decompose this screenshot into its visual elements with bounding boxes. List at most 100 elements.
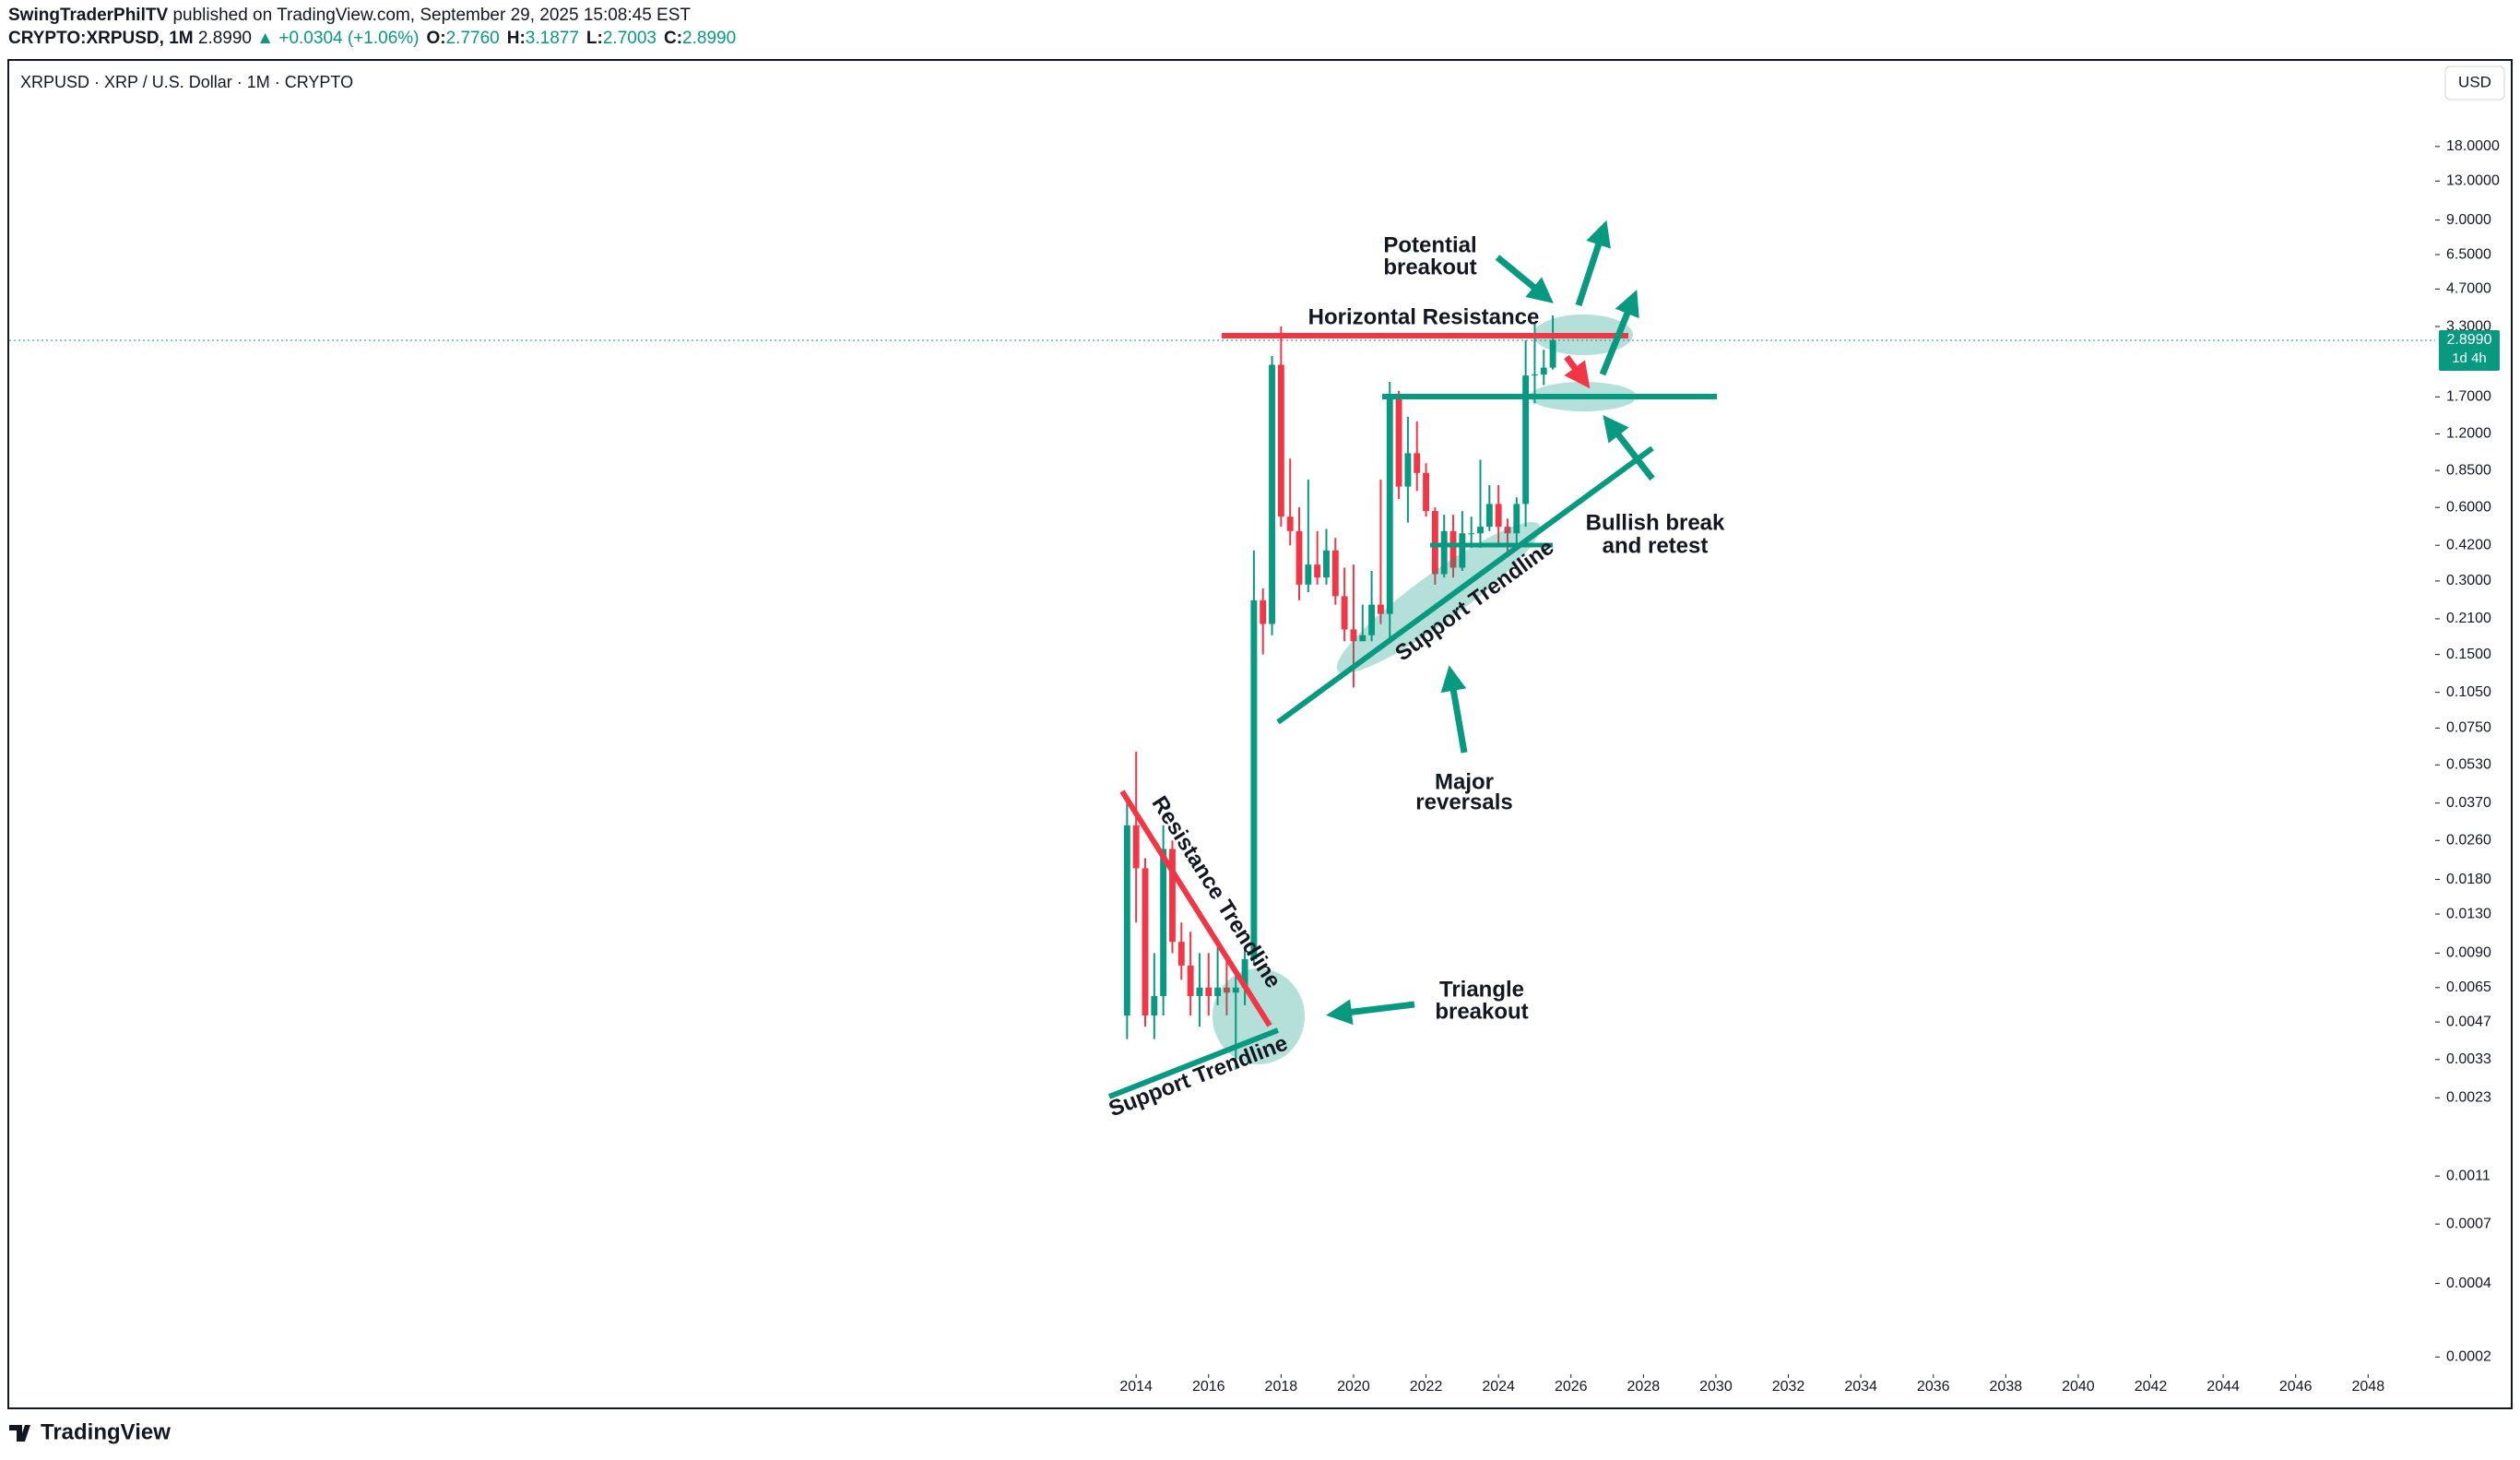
countdown: 1d 4h <box>2452 350 2487 366</box>
logo <box>9 1425 30 1442</box>
y-tick-label: 1.7000 <box>2446 389 2491 405</box>
candle-body <box>1314 564 1321 578</box>
y-tick-label: 0.0180 <box>2446 872 2491 887</box>
ohlc-value: 2.8990 <box>682 29 736 48</box>
y-tick-label: 0.0007 <box>2446 1216 2491 1231</box>
candle-body <box>1368 604 1376 635</box>
y-tick-label: 0.0260 <box>2446 833 2491 849</box>
candle-body <box>1323 550 1330 578</box>
candle-body <box>1449 530 1457 568</box>
x-tick-label: 2016 <box>1192 1379 1225 1395</box>
x-tick-label: 2022 <box>1410 1379 1443 1395</box>
y-tick-label: 0.1050 <box>2446 684 2491 700</box>
candle-body <box>1241 958 1248 988</box>
annotation: breakout <box>1435 999 1528 1024</box>
y-tick-label: 0.6000 <box>2446 499 2491 515</box>
currency[interactable]: USD <box>2458 73 2491 90</box>
y-tick-label: 0.0370 <box>2446 795 2491 811</box>
y-tick-label: 0.0130 <box>2446 906 2491 921</box>
candle-body <box>1286 516 1294 531</box>
arrow <box>1575 220 1611 307</box>
trendline <box>1107 1027 1280 1099</box>
candle-body <box>1132 825 1140 869</box>
candle-body <box>1404 453 1412 487</box>
candle-body <box>1196 987 1203 996</box>
x-tick-label: 2030 <box>1699 1379 1733 1395</box>
candle-body <box>1331 550 1339 597</box>
brand: TradingView <box>41 1419 171 1444</box>
candle-body <box>1295 530 1303 585</box>
candle-body <box>1169 849 1176 943</box>
candle-body <box>1431 511 1438 575</box>
arrow <box>1495 255 1554 303</box>
x-tick-label: 2042 <box>2135 1379 2168 1395</box>
candle-body <box>1223 987 1230 993</box>
ohlc-value: 2.7760 <box>446 29 500 48</box>
x-tick-label: 2028 <box>1627 1379 1661 1395</box>
candle-body <box>1151 995 1158 1015</box>
y-tick-label: 0.2100 <box>2446 611 2491 626</box>
candle-body <box>1142 868 1149 1015</box>
candle-body <box>1386 397 1393 614</box>
y-tick-label: 0.0011 <box>2446 1168 2490 1183</box>
footer: TradingView <box>9 1419 171 1444</box>
arrow <box>1603 414 1655 481</box>
y-tick-label: 0.0065 <box>2446 979 2491 995</box>
candle-body <box>1540 367 1547 375</box>
symbol: CRYPTO:XRPUSD, 1M <box>8 29 194 48</box>
x-tick-label: 2048 <box>2352 1379 2385 1395</box>
candle-body <box>1123 825 1130 1015</box>
x-tick-label: 2044 <box>2206 1379 2240 1395</box>
price: 2.8990 <box>198 29 252 48</box>
ohlc-key: C: <box>664 29 682 48</box>
x-tick-label: 2032 <box>1772 1379 1805 1395</box>
annotation: Horizontal Resistance <box>1308 304 1540 329</box>
y-tick-label: 0.0047 <box>2446 1014 2491 1029</box>
header-line2: CRYPTO:XRPUSD, 1M 2.8990 ▲ +0.0304 (+1.0… <box>8 29 736 48</box>
x-tick-label: 2024 <box>1482 1379 1515 1395</box>
trendline <box>1276 445 1654 725</box>
candle-body <box>1160 849 1167 996</box>
x-tick-label: 2034 <box>1844 1379 1877 1395</box>
author: SwingTraderPhilTV <box>8 6 168 25</box>
x-tick-label: 2046 <box>2279 1379 2313 1395</box>
y-tick-label: 0.0023 <box>2446 1090 2491 1106</box>
candle-body <box>1414 453 1421 473</box>
x-tick-label: 2014 <box>1119 1379 1153 1395</box>
highlight <box>1336 521 1541 674</box>
ohlc-value: 2.7003 <box>603 29 657 48</box>
candle-body <box>1495 504 1502 528</box>
candle-body <box>1187 965 1194 996</box>
highlight <box>1213 968 1305 1064</box>
arrow <box>1599 290 1639 376</box>
y-tick-label: 0.0530 <box>2446 757 2491 773</box>
candle-body <box>1205 987 1213 996</box>
candle-body <box>1250 599 1258 959</box>
candle-body <box>1277 364 1284 517</box>
candle-body <box>1177 942 1185 966</box>
candle-body <box>1513 504 1520 534</box>
currency-button[interactable] <box>2444 65 2505 101</box>
x-tick-label: 2020 <box>1337 1379 1370 1395</box>
published: published on TradingView.com, September … <box>172 6 691 25</box>
candle-body <box>1532 374 1538 376</box>
candle-body <box>1468 533 1475 535</box>
annotation: Major <box>1435 769 1494 794</box>
y-tick-label: 6.5000 <box>2446 246 2491 262</box>
candle-body <box>1395 397 1402 487</box>
annotation: Triangle <box>1439 977 1524 1002</box>
annotation: breakout <box>1383 255 1476 279</box>
candle-body <box>1214 987 1222 996</box>
y-tick-label: 0.0090 <box>2446 945 2491 961</box>
annotation: and retest <box>1603 533 1709 558</box>
y-tick-label: 4.7000 <box>2446 281 2491 297</box>
candle-body <box>1269 364 1275 624</box>
ohlc-value: 3.1877 <box>526 29 579 48</box>
candle-body <box>1459 533 1466 568</box>
y-tick-label: 0.1500 <box>2446 647 2491 662</box>
arrow <box>1326 999 1415 1026</box>
plot: 18.000013.00009.00006.50004.70003.30001.… <box>9 138 2500 1395</box>
candle-body <box>1504 527 1511 534</box>
ohlc-key: L: <box>586 29 603 48</box>
